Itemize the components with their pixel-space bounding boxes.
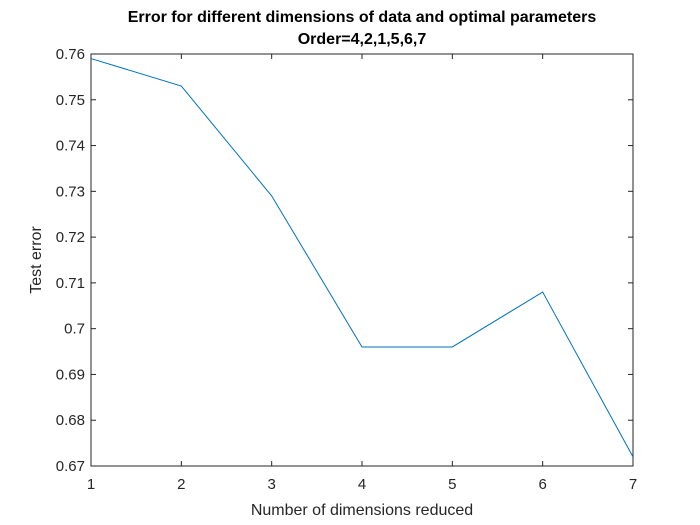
x-tick-label: 6 <box>538 476 546 493</box>
y-tick-label: 0.67 <box>56 458 85 475</box>
chart-subtitle: Order=4,2,1,5,6,7 <box>298 31 427 48</box>
y-tick-label: 0.69 <box>56 366 85 383</box>
series-group <box>90 58 634 458</box>
data-point <box>271 195 272 196</box>
x-tick-label: 3 <box>267 476 275 493</box>
x-tick-label: 7 <box>629 476 637 493</box>
series-line <box>90 58 634 458</box>
chart-title: Error for different dimensions of data a… <box>128 9 597 26</box>
data-point <box>542 291 543 292</box>
y-tick-label: 0.71 <box>56 275 85 292</box>
plot-area <box>90 53 634 467</box>
data-point <box>90 58 91 59</box>
y-tick-label: 0.68 <box>56 412 85 429</box>
x-tick-label: 2 <box>177 476 185 493</box>
x-tick-label: 4 <box>358 476 366 493</box>
data-point <box>452 346 453 347</box>
y-tick-label: 0.72 <box>56 229 85 246</box>
x-tick-label: 1 <box>87 476 95 493</box>
y-tick-label: 0.7 <box>64 321 85 338</box>
x-tick-label: 5 <box>448 476 456 493</box>
y-tick-label: 0.76 <box>56 46 85 63</box>
x-axis-label: Number of dimensions reduced <box>251 502 473 519</box>
x-axis-ticks: 1 2 3 4 5 6 7 <box>87 54 637 493</box>
y-tick-label: 0.73 <box>56 183 85 200</box>
data-point <box>632 456 633 457</box>
data-point <box>361 346 362 347</box>
y-tick-label: 0.74 <box>56 138 85 155</box>
y-tick-label: 0.75 <box>56 92 85 109</box>
y-axis-label: Test error <box>28 226 45 294</box>
y-axis-ticks: 0.67 0.68 0.69 0.7 0.71 0.72 0.73 0.74 0.75 0.76 <box>56 46 633 475</box>
data-point <box>181 85 182 86</box>
